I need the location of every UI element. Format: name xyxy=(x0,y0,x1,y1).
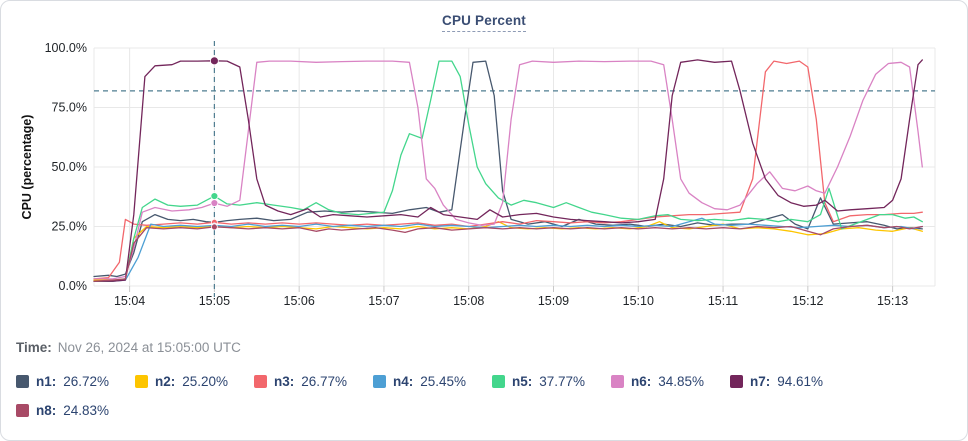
series-line-n5[interactable] xyxy=(93,60,923,282)
x-axis-tick-label: 15:12 xyxy=(792,294,823,308)
crosshair-marker-n5 xyxy=(210,192,219,201)
legend-item-n3[interactable]: n3: 26.77% xyxy=(254,367,373,396)
legend-series-name: n6: xyxy=(631,374,652,389)
legend-item-n2[interactable]: n2: 25.20% xyxy=(135,367,254,396)
x-axis-tick-label: 15:04 xyxy=(114,294,145,308)
y-axis-tick-label: 25.0% xyxy=(52,220,87,234)
series-line-n2[interactable] xyxy=(93,221,923,281)
legend-series-value: 34.85% xyxy=(658,374,705,389)
legend-item-n1[interactable]: n1: 26.72% xyxy=(16,367,135,396)
legend-series-value: 26.77% xyxy=(301,374,348,389)
legend-item-n4[interactable]: n4: 25.45% xyxy=(373,367,492,396)
chart-legend: n1: 26.72% n2: 25.20% n3: 26.77% n4: 25.45% n5: 3… xyxy=(16,367,956,425)
x-axis-tick-label: 15:11 xyxy=(708,294,738,308)
series-line-n8[interactable] xyxy=(93,224,923,282)
legend-item-n6[interactable]: n6: 34.85% xyxy=(611,367,730,396)
series-line-n1[interactable] xyxy=(93,60,923,278)
x-axis-tick-label: 15:06 xyxy=(284,294,315,308)
x-axis-tick-label: 15:07 xyxy=(368,294,399,308)
chart-title: CPU Percent xyxy=(442,13,526,32)
time-indicator: Time: Nov 26, 2024 at 15:05:00 UTC xyxy=(16,340,241,355)
x-axis-tick-label: 15:09 xyxy=(538,294,569,308)
series-line-n6[interactable] xyxy=(93,60,923,280)
time-value: Nov 26, 2024 at 15:05:00 UTC xyxy=(57,340,241,355)
legend-series-name: n8: xyxy=(36,403,57,418)
legend-item-n7[interactable]: n7: 94.61% xyxy=(730,367,849,396)
x-axis-tick-label: 15:08 xyxy=(453,294,484,308)
legend-series-name: n5: xyxy=(512,374,533,389)
crosshair-marker-n8 xyxy=(210,223,218,231)
legend-series-name: n4: xyxy=(393,374,414,389)
legend-swatch-icon xyxy=(373,375,386,388)
cpu-percent-line-chart[interactable]: 0.0% 25.0% 50.0% 75.0% 100.0% 15:04 15:05 15:06… xyxy=(1,39,968,315)
y-axis-title: CPU (percentage) xyxy=(20,115,34,220)
x-axis-tick-label: 15:13 xyxy=(877,294,908,308)
legend-swatch-icon xyxy=(16,404,29,417)
legend-series-value: 25.45% xyxy=(420,374,467,389)
legend-item-n8[interactable]: n8: 24.83% xyxy=(16,396,135,425)
legend-series-value: 26.72% xyxy=(63,374,110,389)
crosshair-marker-n6 xyxy=(210,199,219,207)
legend-series-name: n3: xyxy=(274,374,295,389)
legend-series-name: n2: xyxy=(155,374,176,389)
series-line-n7[interactable] xyxy=(93,59,923,282)
legend-series-name: n7: xyxy=(750,374,771,389)
time-label: Time: xyxy=(16,340,52,355)
legend-series-value: 25.20% xyxy=(182,374,229,389)
y-axis-tick-label: 100.0% xyxy=(45,41,87,55)
y-axis-tick-label: 0.0% xyxy=(59,279,88,293)
legend-swatch-icon xyxy=(254,375,267,388)
legend-series-value: 37.77% xyxy=(539,374,586,389)
legend-series-name: n1: xyxy=(36,374,57,389)
legend-swatch-icon xyxy=(730,375,743,388)
legend-swatch-icon xyxy=(611,375,624,388)
legend-series-value: 94.61% xyxy=(777,374,824,389)
y-axis-tick-label: 75.0% xyxy=(52,101,87,115)
legend-swatch-icon xyxy=(492,375,505,388)
series-line-n3[interactable] xyxy=(93,60,923,280)
x-axis-tick-label: 15:10 xyxy=(623,294,654,308)
crosshair-marker-n7 xyxy=(209,56,219,66)
legend-swatch-icon xyxy=(135,375,148,388)
y-axis-tick-label: 50.0% xyxy=(52,160,87,174)
legend-item-n5[interactable]: n5: 37.77% xyxy=(492,367,611,396)
x-axis-tick-label: 15:05 xyxy=(199,294,230,308)
legend-swatch-icon xyxy=(16,375,29,388)
legend-series-value: 24.83% xyxy=(63,403,110,418)
